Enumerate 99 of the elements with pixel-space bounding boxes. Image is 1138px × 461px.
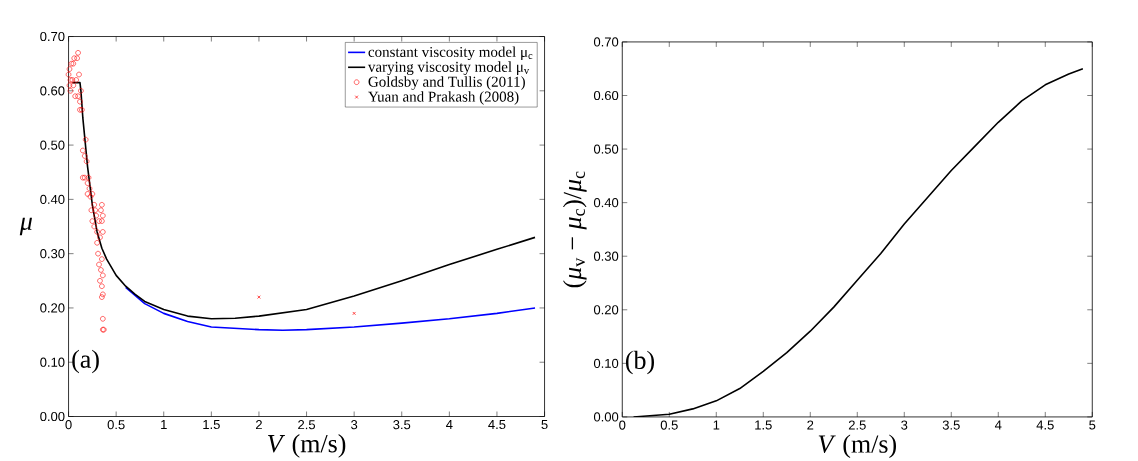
point — [84, 191, 91, 197]
point — [75, 93, 81, 99]
y-tick-label: 0.10 — [40, 357, 65, 367]
point — [99, 218, 105, 224]
x-tick-label: 2 — [807, 420, 814, 430]
x-tick-label: 0.5 — [107, 419, 125, 430]
y-tick-label: 0.30 — [40, 248, 65, 259]
point — [80, 147, 86, 153]
point — [91, 223, 97, 229]
point — [99, 294, 105, 300]
point — [100, 291, 106, 297]
y-tick-label: 0.20 — [40, 303, 65, 313]
annotation: (a) — [72, 349, 99, 373]
y-tick-label: 0.00 — [593, 412, 619, 422]
x-axis-title: V (m/s) — [818, 434, 897, 458]
y-tick-label: 0.70 — [593, 37, 619, 47]
y-tick-label: 0.60 — [593, 90, 619, 100]
line-series — [124, 286, 536, 331]
point — [98, 267, 104, 273]
point — [96, 218, 102, 224]
point — [100, 272, 106, 278]
annotation: (b) — [625, 350, 654, 375]
point — [257, 295, 261, 299]
point — [99, 201, 105, 208]
point — [352, 311, 356, 315]
point — [86, 185, 93, 191]
x-tick-label: 2 — [255, 419, 262, 429]
point — [100, 315, 106, 322]
x-tick-label: 4.5 — [488, 419, 506, 429]
x-tick-label: 0 — [65, 419, 72, 430]
legend-label: Goldsby and Tullis (2011) — [368, 76, 525, 90]
point — [87, 193, 94, 200]
point — [95, 250, 101, 257]
point — [78, 87, 84, 94]
x-tick-label: 5 — [541, 419, 548, 429]
x-tick-label: 2.5 — [298, 419, 316, 430]
x-tick-label: 1.5 — [203, 419, 220, 429]
point — [65, 71, 72, 77]
point — [96, 261, 102, 267]
point — [82, 136, 89, 143]
point — [97, 277, 103, 284]
y-axis-title: μ — [19, 217, 32, 236]
y-tick-label: 0.70 — [40, 31, 65, 41]
x-tick-label: 1 — [713, 420, 720, 430]
y-tick-label: 0.60 — [40, 85, 65, 96]
point — [82, 153, 88, 159]
x-tick-label: 1.5 — [755, 420, 772, 430]
legend-label: Yuan and Prakash (2008) — [368, 90, 519, 105]
point — [89, 191, 96, 197]
point — [91, 201, 97, 208]
x-tick-label: 3.5 — [942, 420, 960, 430]
point — [71, 55, 77, 61]
point — [94, 229, 100, 235]
y-tick-label: 0.20 — [593, 304, 619, 315]
x-tick-label: 4 — [994, 420, 1002, 430]
y-tick-label: 0.30 — [593, 251, 619, 261]
x-tick-label: 3.5 — [393, 419, 411, 430]
x-tick-label: 4 — [446, 419, 453, 429]
y-tick-label: 0.50 — [40, 140, 65, 150]
point — [100, 229, 106, 235]
x-tick-label: 2.5 — [848, 420, 866, 430]
point — [84, 180, 91, 186]
point — [98, 207, 104, 213]
point — [66, 66, 73, 72]
point — [99, 256, 105, 262]
legend-label: varying viscosity model μ$_{v}$ — [367, 61, 530, 75]
x-tick-label: 0.5 — [660, 420, 678, 430]
x-tick-label: 0 — [619, 420, 626, 430]
point — [99, 283, 105, 289]
text: (μ$_{v}$ − μ$_{c}$)/μ$_{c}$ — [562, 171, 587, 288]
y-tick-label: 0.40 — [40, 194, 65, 204]
y-tick-label: 0.40 — [593, 197, 619, 208]
y-tick-label: 0.10 — [593, 358, 619, 368]
x-tick-label: 5 — [1089, 420, 1096, 430]
point — [97, 234, 103, 240]
point — [74, 55, 80, 61]
point — [73, 77, 79, 83]
point — [72, 93, 78, 99]
point — [89, 218, 96, 224]
point — [93, 212, 99, 219]
y-tick-label: 0.00 — [40, 411, 65, 421]
x-tick-label: 4.5 — [1036, 420, 1054, 430]
x-tick-label: 3 — [901, 420, 908, 430]
x-tick-label: 1 — [161, 419, 167, 429]
point — [70, 82, 77, 88]
point — [75, 49, 81, 56]
legend-label: constant viscosity model μ$_{c}$ — [368, 46, 533, 60]
x-tick-label: 3 — [351, 419, 358, 430]
y-tick-label: 0.50 — [593, 144, 619, 154]
point — [76, 71, 82, 77]
point — [92, 207, 98, 213]
point — [83, 158, 90, 164]
point — [77, 98, 83, 105]
point — [88, 207, 95, 213]
point — [100, 212, 106, 219]
point — [94, 239, 100, 246]
x-axis-title: V (m/s) — [268, 433, 346, 458]
point — [67, 87, 74, 94]
point — [66, 82, 73, 88]
